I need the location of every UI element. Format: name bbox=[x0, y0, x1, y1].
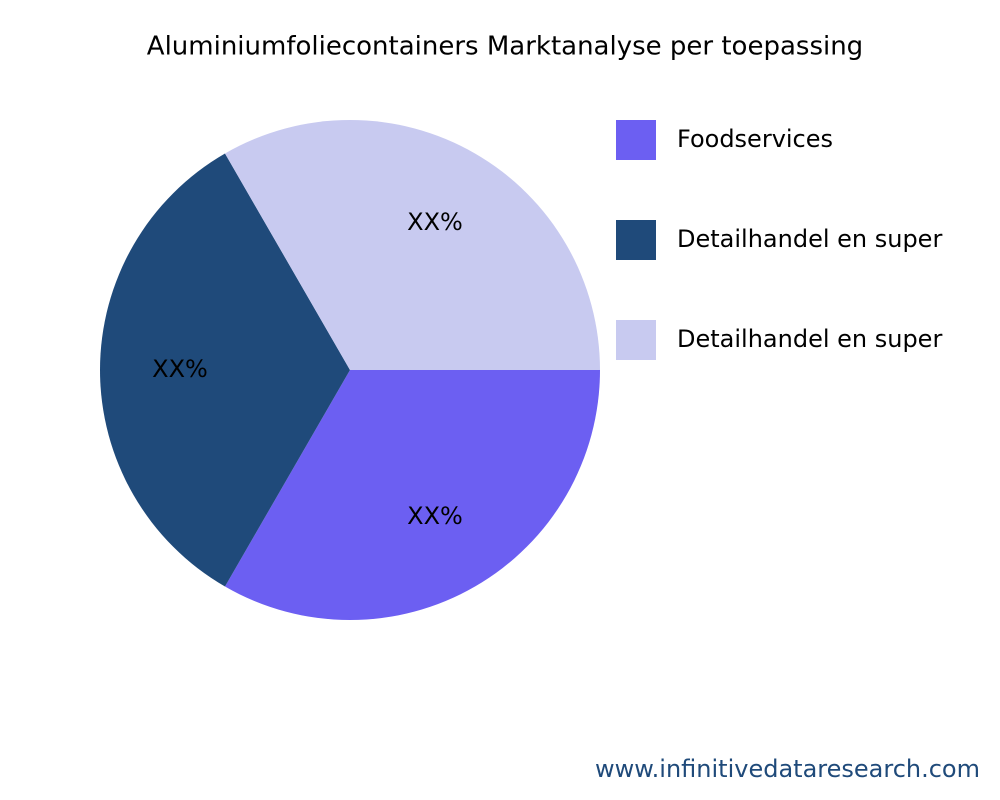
pie-slice bbox=[225, 119, 600, 370]
legend-label: Detailhandel en super bbox=[677, 225, 942, 253]
pie-slice bbox=[225, 370, 600, 620]
legend-swatch bbox=[616, 120, 656, 160]
watermark: www.infinitivedataresearch.com bbox=[595, 755, 980, 783]
chart-title: Aluminiumfoliecontainers Marktanalyse pe… bbox=[147, 32, 863, 62]
legend-swatch bbox=[616, 320, 656, 360]
legend-swatch bbox=[616, 220, 656, 260]
legend-label: Detailhandel en super bbox=[677, 325, 942, 353]
slice-label: XX% bbox=[152, 355, 208, 383]
slice-label: XX% bbox=[407, 208, 463, 236]
slice-label: XX% bbox=[407, 502, 463, 530]
legend-label: Foodservices bbox=[677, 125, 833, 153]
